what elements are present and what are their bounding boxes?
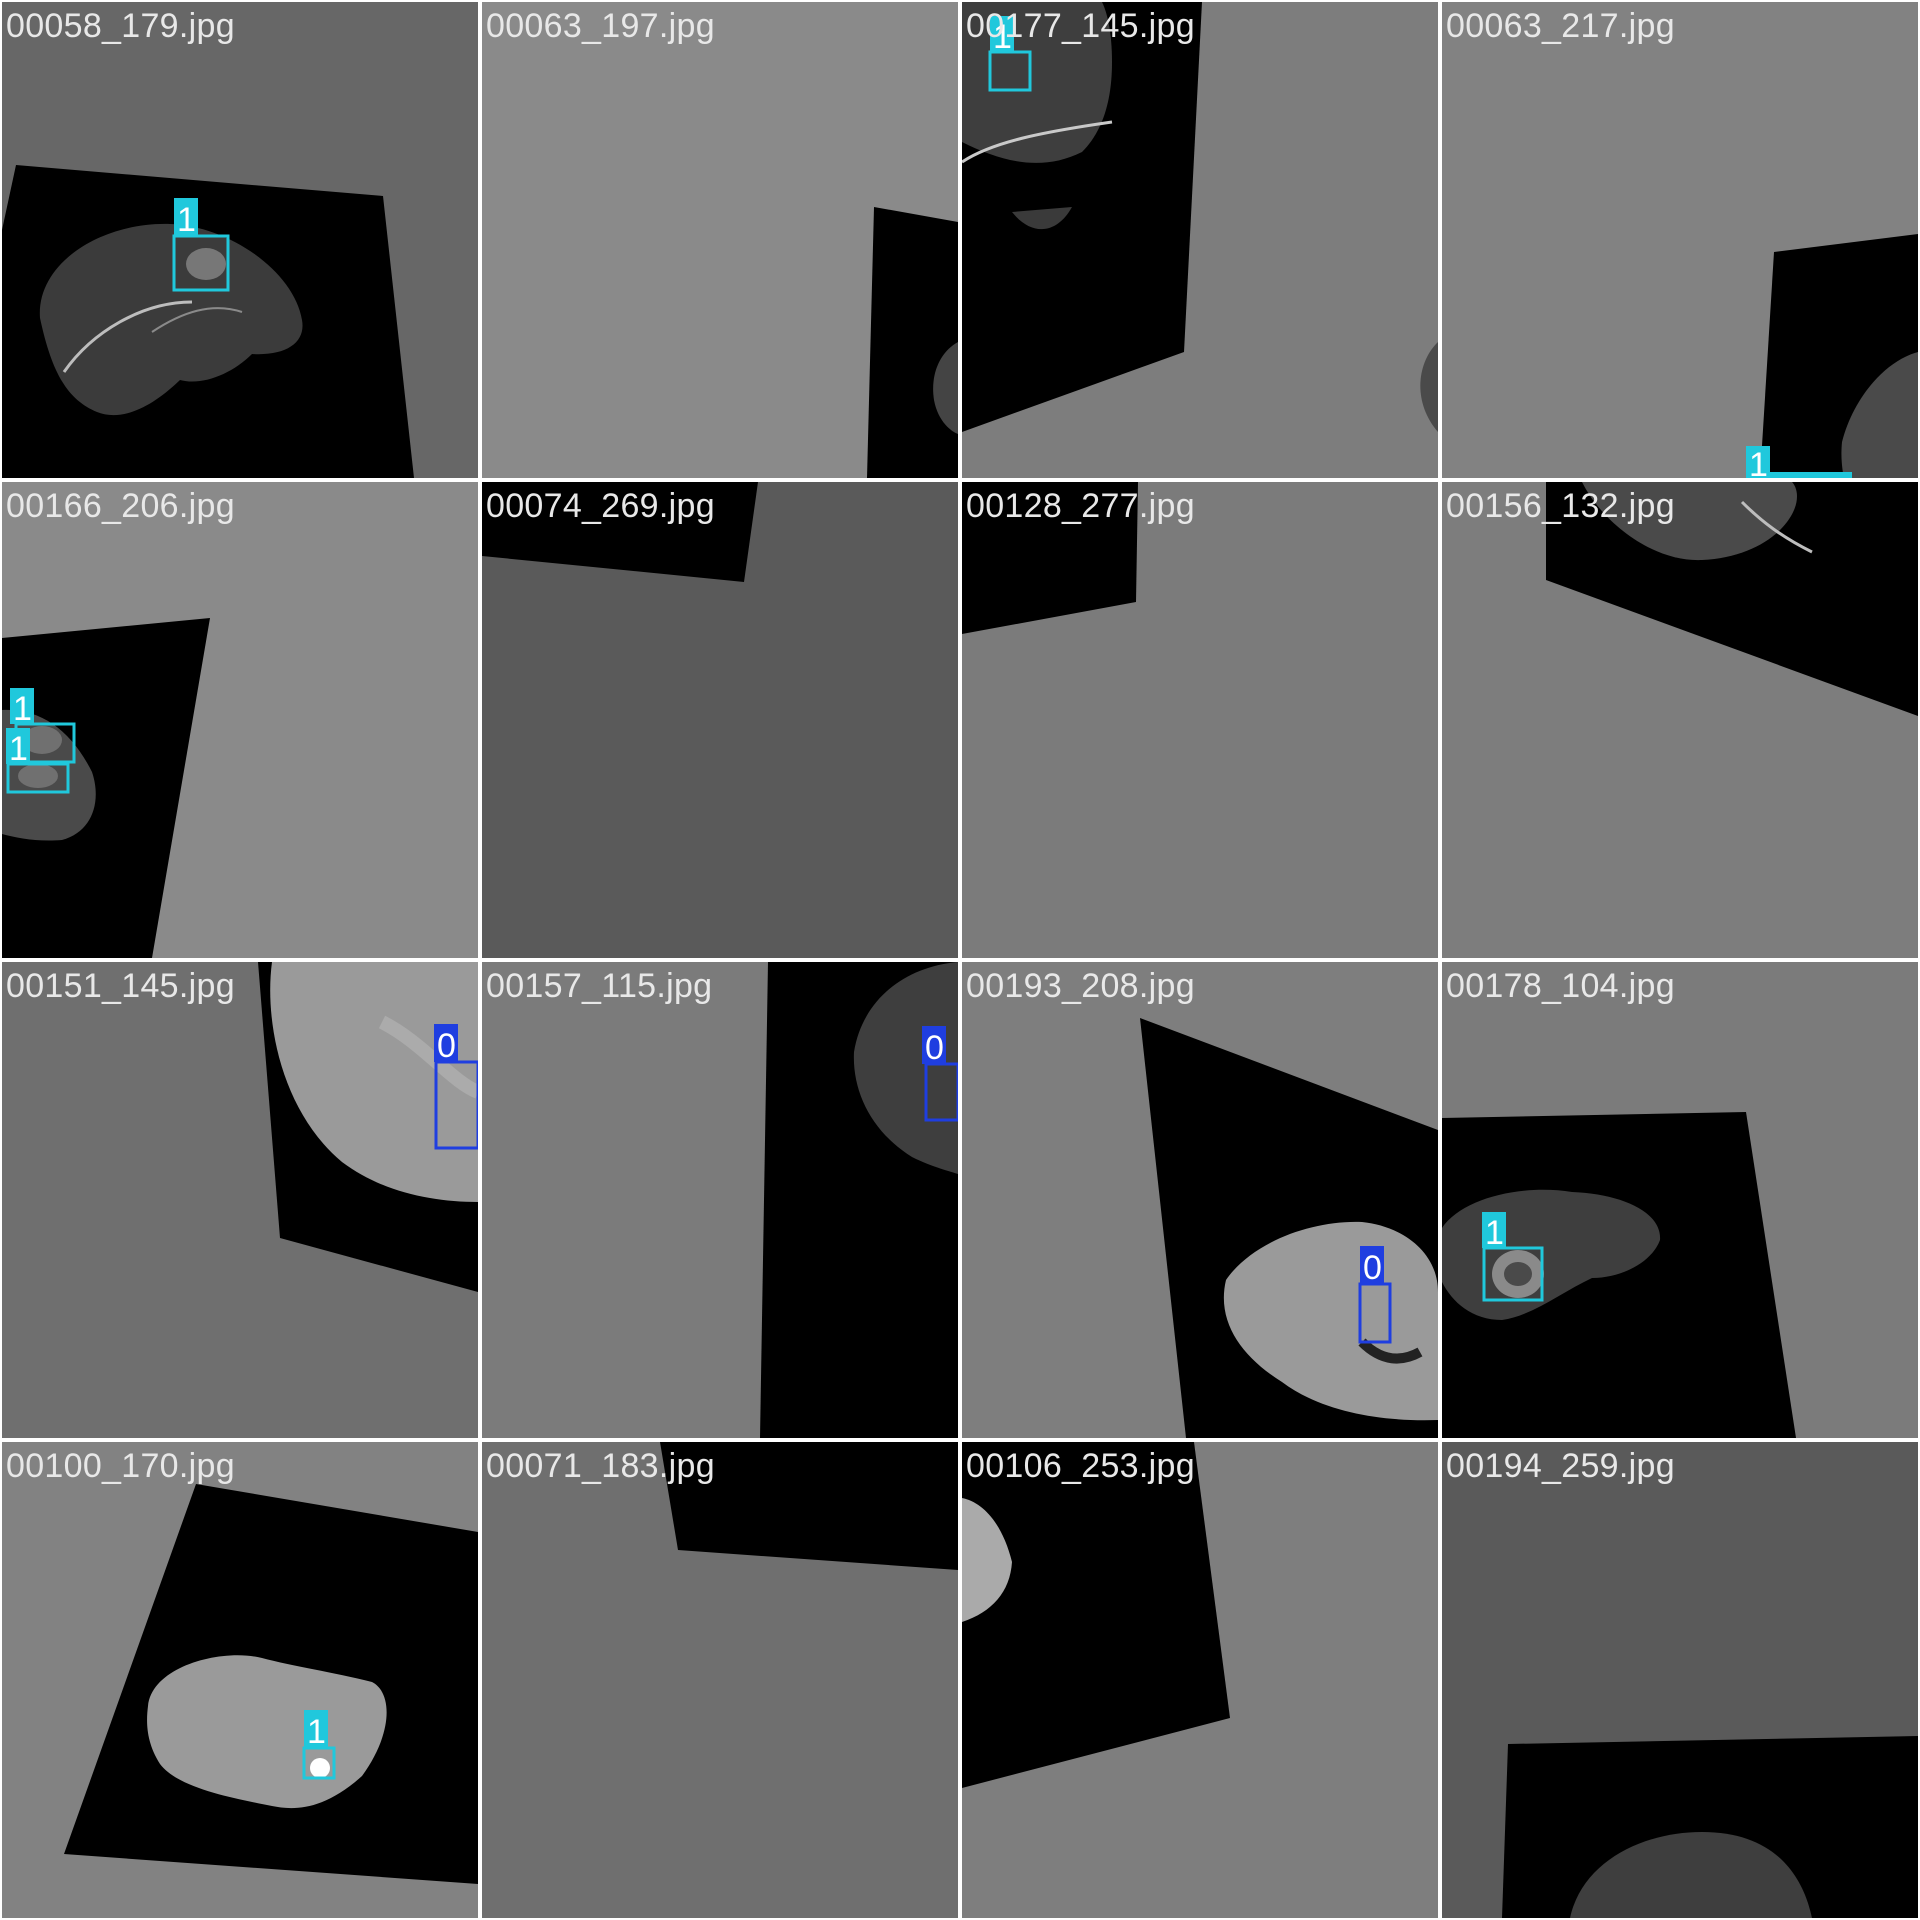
detection-class-label: 0: [925, 1029, 944, 1067]
image-filename: 00193_208.jpg: [966, 966, 1195, 1006]
tile-00193-208: 0 00193_208.jpg: [962, 962, 1438, 1438]
image-filename: 00178_104.jpg: [1446, 966, 1675, 1006]
image-filename: 00157_115.jpg: [486, 966, 712, 1006]
image-filename: 00156_132.jpg: [1446, 486, 1675, 526]
tile-00100-170: 1 00100_170.jpg: [2, 1442, 478, 1918]
tile-00178-104: 1 00178_104.jpg: [1442, 962, 1918, 1438]
tile-00106-253: 00106_253.jpg: [962, 1442, 1438, 1918]
image-filename: 00063_217.jpg: [1446, 6, 1675, 46]
detection-class-label: 1: [1485, 1214, 1504, 1252]
mri-scan: 1: [1442, 2, 1918, 478]
mri-scan: 1: [962, 2, 1438, 478]
image-filename: 00194_259.jpg: [1446, 1446, 1675, 1486]
mri-scan: 1: [2, 1442, 478, 1918]
mri-scan: 1: [1442, 962, 1918, 1438]
tile-00194-259: 00194_259.jpg: [1442, 1442, 1918, 1918]
detection-class-label: 1: [1749, 446, 1768, 478]
mri-scan: 0: [962, 962, 1438, 1438]
mri-scan: [482, 1442, 958, 1918]
image-filename: 00100_170.jpg: [6, 1446, 235, 1486]
mri-scan: [482, 2, 958, 478]
tile-00074-269: 00074_269.jpg: [482, 482, 958, 958]
image-filename: 00071_183.jpg: [486, 1446, 715, 1486]
mri-scan: [962, 1442, 1438, 1918]
image-filename: 00177_145.jpg: [966, 6, 1195, 46]
tile-00058-179: 1 00058_179.jpg: [2, 2, 478, 478]
image-filename: 00058_179.jpg: [6, 6, 235, 46]
detection-class-label: 1: [177, 201, 196, 239]
mri-scan: 0: [482, 962, 958, 1438]
mri-scan: [1442, 1442, 1918, 1918]
tile-00157-115: 0 00157_115.jpg: [482, 962, 958, 1438]
detection-class-label: 0: [1363, 1249, 1382, 1287]
tile-00166-206: 1 1 00166_206.jpg: [2, 482, 478, 958]
image-filename: 00106_253.jpg: [966, 1446, 1195, 1486]
tile-00071-183: 00071_183.jpg: [482, 1442, 958, 1918]
tile-00063-197: 00063_197.jpg: [482, 2, 958, 478]
tile-00156-132: 00156_132.jpg: [1442, 482, 1918, 958]
image-filename: 00063_197.jpg: [486, 6, 715, 46]
mri-scan: [1442, 482, 1918, 958]
image-filename: 00128_277.jpg: [966, 486, 1195, 526]
image-filename: 00074_269.jpg: [486, 486, 715, 526]
tile-00151-145: 0 00151_145.jpg: [2, 962, 478, 1438]
mri-scan: [482, 482, 958, 958]
tile-00063-217: 1 00063_217.jpg: [1442, 2, 1918, 478]
detection-class-label: 1: [13, 690, 32, 728]
detection-class-label: 1: [307, 1713, 326, 1751]
tile-00128-277: 00128_277.jpg: [962, 482, 1438, 958]
mri-scan: 1: [2, 2, 478, 478]
tile-00177-145: 1 00177_145.jpg: [962, 2, 1438, 478]
mri-scan: 0: [2, 962, 478, 1438]
mri-scan: 1 1: [2, 482, 478, 958]
detection-class-label: 1: [9, 730, 28, 768]
mri-scan: [962, 482, 1438, 958]
detection-class-label: 0: [437, 1027, 456, 1065]
image-filename: 00166_206.jpg: [6, 486, 235, 526]
image-filename: 00151_145.jpg: [6, 966, 235, 1006]
